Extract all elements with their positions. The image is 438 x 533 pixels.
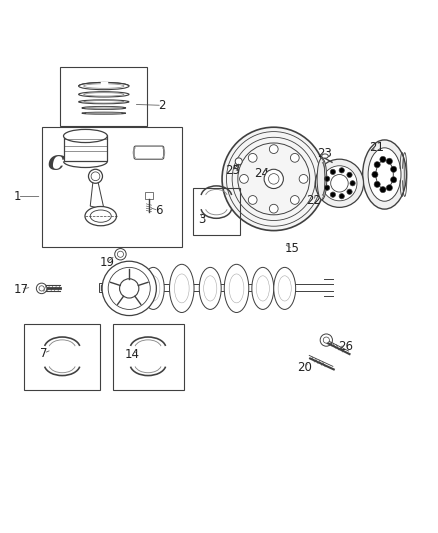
Text: 19: 19 — [100, 256, 115, 269]
Circle shape — [350, 181, 355, 186]
Circle shape — [102, 261, 156, 316]
Circle shape — [323, 337, 329, 343]
Bar — [113, 324, 184, 390]
Ellipse shape — [78, 83, 129, 90]
Ellipse shape — [85, 206, 117, 226]
Circle shape — [88, 169, 102, 183]
Text: 25: 25 — [225, 164, 240, 176]
Polygon shape — [90, 182, 103, 209]
Ellipse shape — [199, 268, 221, 310]
Circle shape — [315, 159, 364, 207]
Ellipse shape — [317, 158, 327, 200]
Ellipse shape — [224, 264, 249, 312]
Ellipse shape — [204, 276, 217, 301]
Ellipse shape — [278, 276, 291, 301]
Circle shape — [222, 127, 325, 231]
Bar — [193, 188, 240, 235]
Ellipse shape — [256, 276, 269, 301]
Circle shape — [391, 177, 397, 183]
Circle shape — [347, 172, 352, 177]
Circle shape — [325, 176, 330, 181]
Ellipse shape — [174, 274, 189, 303]
Text: 18: 18 — [149, 276, 164, 288]
Text: 7: 7 — [40, 347, 48, 360]
Circle shape — [240, 174, 248, 183]
Circle shape — [374, 181, 380, 188]
Circle shape — [391, 166, 397, 172]
Ellipse shape — [376, 160, 393, 189]
Ellipse shape — [252, 268, 274, 310]
Circle shape — [268, 174, 279, 184]
Text: 26: 26 — [339, 340, 353, 353]
Circle shape — [320, 334, 332, 346]
Circle shape — [322, 166, 357, 201]
Text: 6: 6 — [155, 204, 162, 217]
Bar — [145, 192, 153, 199]
FancyBboxPatch shape — [134, 146, 164, 159]
Circle shape — [36, 283, 47, 294]
Circle shape — [299, 174, 308, 183]
Circle shape — [269, 145, 278, 154]
Ellipse shape — [82, 107, 126, 109]
Circle shape — [339, 168, 344, 173]
Text: 2: 2 — [158, 99, 166, 112]
Bar — [64, 135, 107, 161]
Text: C: C — [48, 154, 64, 174]
Circle shape — [380, 187, 386, 193]
Circle shape — [91, 172, 100, 181]
Circle shape — [331, 174, 348, 192]
Text: 1: 1 — [14, 190, 21, 203]
Circle shape — [115, 248, 126, 260]
Circle shape — [347, 189, 352, 195]
Bar — [99, 283, 116, 292]
Circle shape — [248, 154, 257, 162]
Circle shape — [248, 196, 257, 204]
Circle shape — [120, 279, 139, 298]
Circle shape — [330, 192, 336, 197]
Ellipse shape — [64, 130, 107, 142]
Text: 3: 3 — [198, 213, 205, 225]
Ellipse shape — [90, 210, 111, 222]
Text: 15: 15 — [285, 243, 300, 255]
Circle shape — [264, 169, 283, 189]
Circle shape — [290, 196, 299, 204]
Circle shape — [108, 268, 150, 310]
Ellipse shape — [170, 264, 194, 312]
Ellipse shape — [147, 276, 160, 301]
Circle shape — [380, 156, 386, 163]
Text: 22: 22 — [306, 195, 321, 207]
Ellipse shape — [363, 140, 406, 209]
Circle shape — [372, 172, 378, 177]
Text: 20: 20 — [297, 361, 312, 374]
Text: 17: 17 — [14, 283, 28, 296]
Circle shape — [339, 193, 344, 199]
Text: 14: 14 — [125, 348, 140, 361]
Text: 21: 21 — [369, 141, 384, 154]
Text: 24: 24 — [254, 167, 269, 180]
Ellipse shape — [274, 268, 296, 310]
Bar — [24, 324, 100, 390]
Ellipse shape — [142, 268, 164, 310]
Circle shape — [325, 185, 330, 190]
Circle shape — [330, 169, 336, 174]
Ellipse shape — [229, 274, 244, 303]
Ellipse shape — [78, 92, 129, 97]
Ellipse shape — [368, 148, 401, 201]
Bar — [42, 127, 182, 247]
Ellipse shape — [78, 100, 129, 104]
Circle shape — [386, 158, 392, 164]
Circle shape — [235, 158, 242, 165]
Circle shape — [269, 204, 278, 213]
Ellipse shape — [321, 154, 328, 158]
Ellipse shape — [82, 112, 126, 114]
Circle shape — [39, 286, 44, 291]
Bar — [60, 67, 147, 126]
Circle shape — [290, 154, 299, 162]
Circle shape — [374, 161, 380, 168]
Text: 23: 23 — [317, 147, 332, 160]
Circle shape — [117, 251, 124, 257]
Circle shape — [386, 185, 392, 191]
